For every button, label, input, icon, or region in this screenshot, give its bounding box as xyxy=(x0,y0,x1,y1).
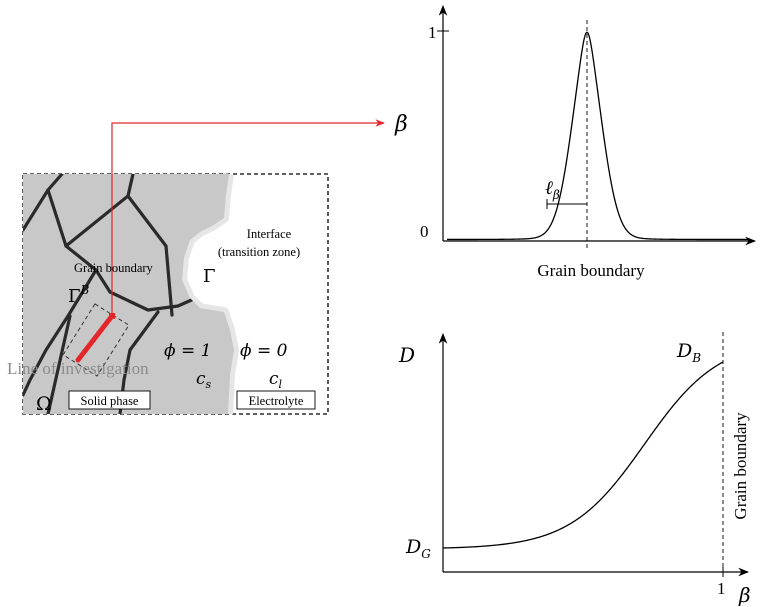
gamma-symbol: Γ xyxy=(203,266,216,287)
gamma-b-symbol: ΓB xyxy=(68,283,90,307)
beta-curve xyxy=(447,31,748,241)
line-of-investigation-label: Line of investigation xyxy=(7,359,149,378)
electrolyte-box xyxy=(236,390,316,410)
d-vertical-label: Grain boundary xyxy=(731,412,750,520)
width-label: ℓβ xyxy=(545,177,560,202)
solid-phase-label: Solid phase xyxy=(81,394,139,408)
investigation-box xyxy=(62,303,130,377)
grain-boundary-label: Grain boundary xyxy=(74,261,154,275)
beta-tick-label-1: 1 xyxy=(428,23,437,42)
cs-label: cs xyxy=(196,369,212,391)
dg-label: DG xyxy=(405,536,431,561)
beta-profile-chart: ℓβ 1 0 β Grain boundary xyxy=(394,4,757,280)
solid-phase-box xyxy=(68,390,151,410)
beta-tick-label-0: 0 xyxy=(420,222,429,241)
omega-symbol: Ω xyxy=(36,393,52,415)
d-tick-label-1: 1 xyxy=(717,579,726,598)
interface-label: Interface xyxy=(247,227,292,241)
d-y-label: D xyxy=(398,343,415,367)
connector-arrow xyxy=(111,119,385,316)
phi-solid-label: ϕ = 1 xyxy=(164,341,211,361)
cl-label: cl xyxy=(269,369,283,391)
beta-x-label: Grain boundary xyxy=(537,261,645,280)
connector-start-dot xyxy=(109,313,115,319)
electrolyte-label: Electrolyte xyxy=(249,394,304,408)
d-x-label: β xyxy=(738,583,751,607)
phi-liquid-label: ϕ = 0 xyxy=(240,341,288,361)
d-curve xyxy=(442,361,724,549)
transition-zone-label: (transition zone) xyxy=(218,245,300,259)
microstructure-schematic: Grain boundary ΓB Interface (transition … xyxy=(7,119,385,415)
beta-y-label: β xyxy=(394,112,408,137)
solid-phase-region xyxy=(23,174,234,414)
investigation-line xyxy=(75,313,115,363)
db-label: DB xyxy=(676,340,701,365)
diffusivity-chart: D β 1 DG DB Grain boundary xyxy=(398,332,751,607)
